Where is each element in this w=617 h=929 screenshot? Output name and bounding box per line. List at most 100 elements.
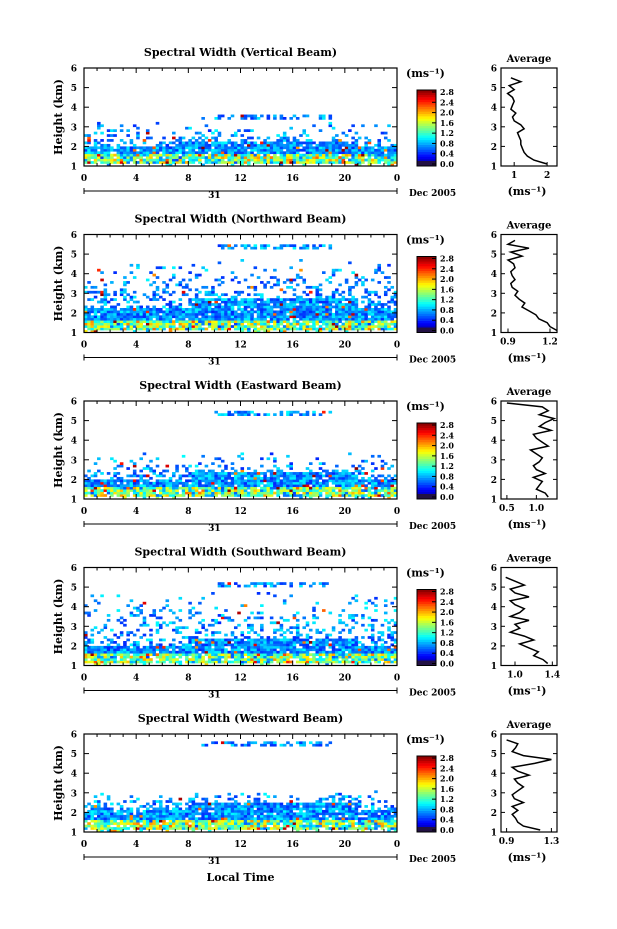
echo-cell [282, 146, 287, 150]
echo-cell [158, 266, 163, 270]
echo-cell [126, 312, 130, 316]
echo-cell [175, 660, 179, 664]
echo-cell [269, 327, 274, 331]
echo-cell [338, 648, 342, 652]
echo-cell [224, 141, 228, 145]
echo-cell [123, 618, 127, 622]
echo-cell [318, 153, 323, 157]
echo-cell [253, 246, 258, 250]
colorbar-segment [417, 325, 436, 329]
echo-cell [315, 153, 320, 157]
echo-cell [152, 325, 157, 328]
echo-cell [367, 320, 372, 323]
echo-cell [93, 479, 98, 483]
echo-cell [299, 268, 303, 272]
echo-cell [211, 462, 215, 465]
echo-cell [90, 491, 95, 495]
echo-cell [211, 474, 215, 478]
echo-cell [233, 134, 238, 137]
echo-cell [302, 131, 307, 135]
echo-cell [240, 290, 245, 294]
echo-cell [142, 660, 147, 664]
echo-cell [286, 153, 290, 157]
echo-cell [383, 660, 388, 664]
echo-cell [119, 489, 124, 492]
echo-cell [295, 276, 300, 279]
echo-cell [335, 322, 339, 326]
echo-cell [142, 315, 147, 319]
echo-cell [168, 658, 173, 661]
echo-cell [110, 158, 114, 162]
echo-cell [230, 146, 235, 150]
echo-cell [113, 474, 117, 478]
colorbar-segment [417, 299, 436, 302]
echo-cell [97, 325, 101, 328]
echo-cell [295, 626, 300, 630]
echo-cell [305, 139, 310, 142]
echo-cell [253, 631, 258, 634]
echo-cell [315, 631, 320, 634]
echo-cell [331, 653, 336, 656]
echo-cell [233, 494, 238, 497]
echo-cell [224, 148, 228, 152]
echo-cell [299, 494, 303, 497]
echo-cell [240, 117, 245, 120]
echo-cell [201, 648, 205, 652]
echo-cell [344, 638, 349, 642]
echo-cell [116, 322, 121, 326]
echo-cell [162, 310, 166, 314]
echo-cell [247, 146, 251, 150]
echo-cell [188, 484, 192, 488]
echo-cell [100, 317, 104, 321]
echo-cell [328, 308, 333, 311]
echo-cell [240, 663, 245, 666]
echo-cell [308, 312, 313, 316]
echo-cell [357, 151, 362, 155]
echo-cell [279, 300, 284, 304]
echo-cell [348, 303, 352, 306]
echo-cell [194, 481, 199, 485]
echo-cell [87, 320, 91, 323]
echo-cell [155, 266, 160, 270]
colorbar-segment [417, 147, 436, 150]
echo-cell [279, 469, 284, 473]
echo-cell [119, 491, 124, 495]
echo-cell [341, 660, 346, 664]
echo-cell [243, 315, 248, 319]
echo-cell [354, 481, 359, 485]
echo-cell [354, 281, 359, 284]
echo-cell [158, 638, 163, 642]
echo-cell [87, 315, 91, 319]
echo-cell [237, 479, 241, 483]
echo-cell [338, 660, 342, 664]
echo-cell [299, 295, 303, 299]
echo-cell [282, 618, 287, 622]
echo-cell [217, 310, 222, 314]
echo-cell [158, 481, 163, 485]
echo-cell [335, 494, 339, 497]
echo-cell [185, 643, 189, 647]
echo-cell [168, 481, 173, 485]
echo-cell [341, 609, 346, 612]
echo-cell [217, 614, 222, 617]
echo-cell [289, 244, 293, 248]
echo-cell [247, 653, 251, 656]
echo-cell [178, 136, 183, 140]
echo-cell [201, 626, 205, 630]
echo-cell [136, 315, 140, 319]
colorbar-tick-label: 2.4 [440, 97, 454, 107]
echo-cell [250, 117, 254, 120]
echo-cell [168, 317, 173, 321]
echo-cell [178, 283, 183, 287]
echo-cell [230, 141, 235, 145]
echo-cell [103, 158, 108, 162]
echo-cell [354, 141, 359, 145]
echo-cell [253, 648, 258, 652]
echo-cell [328, 143, 333, 147]
echo-cell [162, 305, 166, 309]
echo-cell [273, 320, 277, 323]
echo-cell [84, 633, 88, 637]
echo-cell [374, 310, 378, 314]
echo-cell [263, 141, 267, 145]
echo-cell [295, 143, 300, 147]
